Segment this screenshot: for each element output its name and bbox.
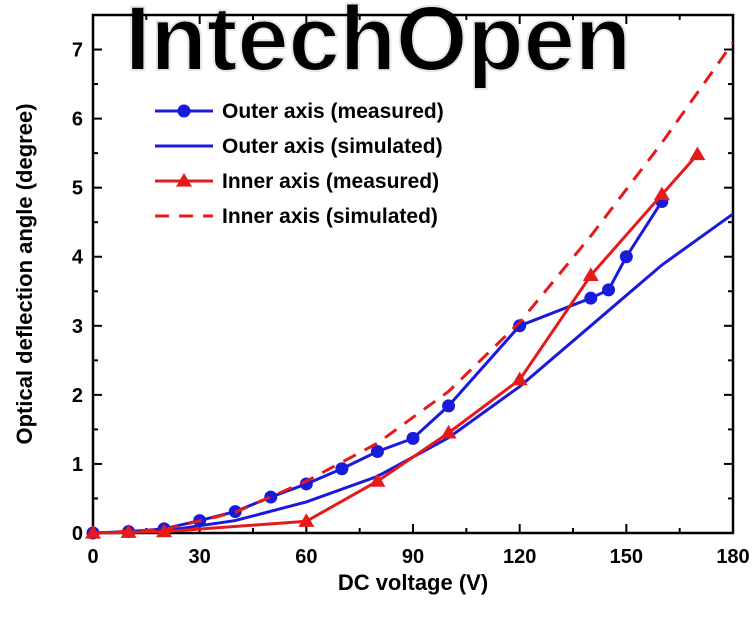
y-tick-label: 5 — [72, 178, 83, 200]
y-tick-label: 3 — [72, 316, 83, 338]
triangle-marker — [298, 513, 315, 527]
series-2 — [92, 212, 733, 535]
legend-label: Outer axis (measured) — [222, 100, 444, 123]
series-layer — [85, 41, 733, 540]
x-tick-label: 180 — [716, 546, 749, 568]
series-1 — [86, 194, 669, 540]
series-4 — [92, 41, 733, 535]
circle-marker — [619, 250, 633, 264]
circle-marker — [442, 399, 456, 413]
legend-label: Outer axis (simulated) — [222, 135, 443, 158]
series-3 — [85, 146, 706, 539]
triangle-marker — [156, 523, 173, 538]
triangle-marker — [689, 146, 706, 161]
legend-label: Inner axis (simulated) — [222, 205, 438, 228]
circle-marker — [370, 445, 384, 459]
circle-marker — [584, 291, 598, 305]
x-tick-label: 150 — [610, 546, 643, 568]
circle-marker — [406, 431, 420, 445]
series-line — [92, 153, 699, 535]
x-tick-label: 60 — [295, 546, 317, 568]
intechopen-watermark: IntechOpen — [124, 0, 632, 91]
y-tick-label: 7 — [72, 40, 83, 62]
series-line — [92, 212, 733, 535]
x-tick-label: 0 — [87, 546, 98, 568]
y-tick-label: 1 — [72, 454, 83, 476]
y-tick-label: 4 — [72, 247, 84, 269]
circle-marker — [264, 490, 278, 504]
y-axis-title: Optical deflection angle (degree) — [12, 103, 37, 444]
circle-marker — [335, 462, 349, 476]
x-axis-title: DC voltage (V) — [338, 570, 488, 595]
y-tick-label: 2 — [72, 385, 83, 407]
triangle-marker — [582, 267, 599, 281]
circle-marker — [177, 104, 191, 118]
triangle-marker — [440, 424, 457, 439]
series-line — [92, 41, 733, 535]
series-line — [92, 200, 664, 535]
y-tick-label: 0 — [72, 523, 83, 545]
x-tick-label: 30 — [189, 546, 211, 568]
triangle-marker — [511, 371, 528, 386]
circle-marker — [602, 283, 616, 297]
x-tick-label: 90 — [402, 546, 424, 568]
circle-marker — [513, 319, 527, 333]
triangle-marker — [653, 186, 670, 201]
y-tick-label: 6 — [72, 109, 83, 131]
triangle-marker — [369, 473, 386, 487]
legend-label: Inner axis (measured) — [222, 170, 439, 193]
x-tick-label: 120 — [503, 546, 536, 568]
watermark-text: IntechOpen — [125, 0, 631, 90]
legend: Outer axis (measured) Outer axis (simulat… — [155, 100, 444, 228]
triangle-marker — [176, 173, 192, 187]
axes: 0 30 60 90 120 150 180 0 1 2 3 4 5 6 7 — [72, 14, 750, 568]
